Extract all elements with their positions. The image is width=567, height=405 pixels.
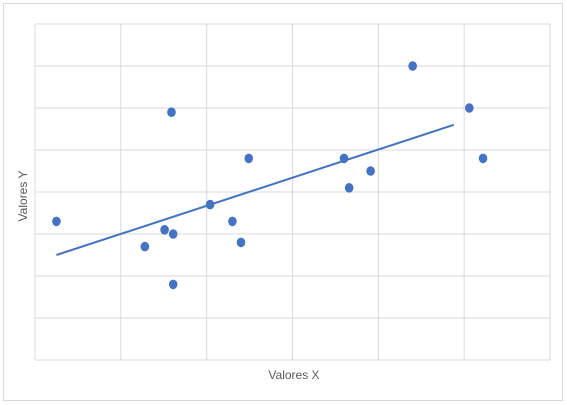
scatter-chart: Valores X Valores Y	[16, 23, 551, 382]
gridlines	[34, 23, 551, 361]
data-point	[205, 199, 215, 210]
data-point	[167, 107, 176, 117]
chart-frame: Valores X Valores Y	[3, 3, 563, 401]
data-point	[236, 237, 246, 248]
data-point	[168, 229, 178, 239]
data-point	[366, 166, 375, 176]
data-point	[465, 103, 474, 113]
x-axis-title: Valores X	[268, 368, 319, 382]
data-point	[244, 153, 254, 164]
data-point	[52, 216, 61, 227]
data-point	[140, 241, 150, 252]
data-point	[408, 61, 417, 71]
data-points	[52, 61, 488, 290]
data-point	[339, 153, 349, 164]
trendline-group	[56, 123, 455, 256]
data-point	[160, 225, 169, 235]
data-point	[228, 216, 237, 227]
data-point	[168, 279, 178, 290]
y-axis-title: Valores Y	[16, 171, 30, 222]
data-point	[478, 153, 488, 164]
data-point	[344, 183, 354, 193]
trendline	[56, 123, 455, 256]
